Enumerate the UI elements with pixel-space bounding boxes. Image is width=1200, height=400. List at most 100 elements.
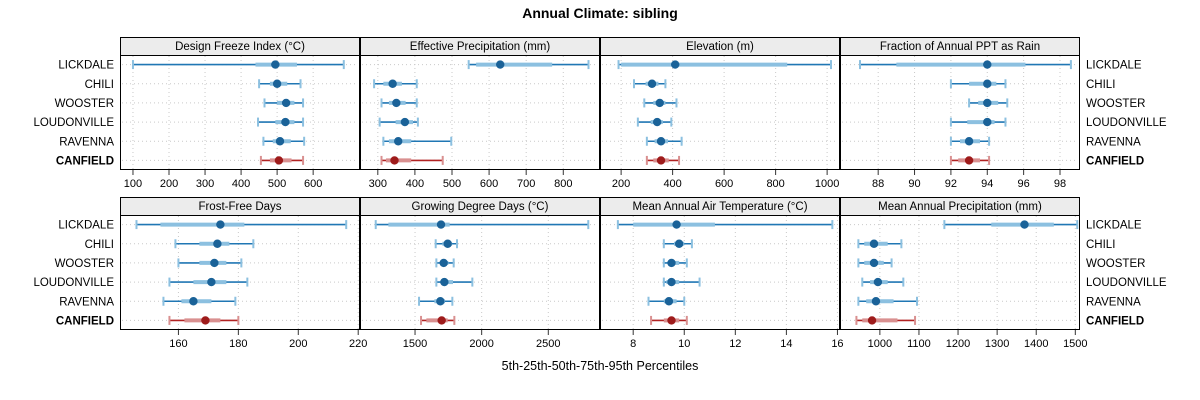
axis-tick-label: 700 [517, 178, 535, 190]
site-label-right-canfield: CANFIELD [1086, 315, 1144, 327]
median-dot [496, 60, 505, 69]
panel-box [600, 215, 840, 330]
axis-tick-label: 500 [443, 178, 461, 190]
site-label-left-wooster: WOOSTER [55, 98, 114, 110]
median-dot [210, 258, 219, 268]
strip-title: Mean Annual Precipitation (mm) [878, 201, 1042, 213]
median-dot [869, 258, 879, 268]
median-dot [436, 220, 446, 229]
median-dot [437, 316, 446, 325]
site-label-left-loudonville: LOUDONVILLE [33, 117, 114, 129]
panel-box [120, 55, 360, 170]
axis-tick-label: 200 [612, 178, 630, 190]
interval-lickdale [859, 60, 1072, 70]
site-label-right-loudonville: LOUDONVILLE [1086, 277, 1167, 289]
strip-title: Mean Annual Air Temperature (°C) [632, 201, 807, 213]
site-label-right-lickdale: LICKDALE [1086, 220, 1142, 232]
interval-lickdale [616, 220, 834, 230]
interval-canfield [650, 315, 688, 325]
panel-fraction-of-annual-ppt-as-rain: Fraction of Annual PPT as Rain 88 90 92 94 96… [840, 37, 1080, 190]
median-dot [275, 137, 285, 146]
site-label-right-chili: CHILI [1086, 239, 1115, 251]
interval-loudonville [168, 277, 249, 287]
interval-lickdale [374, 220, 590, 230]
median-dot [207, 277, 216, 287]
interval-lickdale [943, 220, 1079, 230]
axis-tick-label: 400 [663, 178, 681, 190]
interval-canfield [259, 155, 305, 165]
interval-wooster [380, 98, 418, 108]
interval-ravenna [645, 136, 683, 146]
axis-tick-label: 800 [554, 178, 572, 190]
median-dot [392, 98, 401, 108]
axis-tick-label: 1500 [1063, 338, 1087, 350]
axis-tick-label: 200 [289, 338, 307, 350]
interval-wooster [263, 98, 305, 108]
interval-lickdale [617, 60, 832, 70]
site-label-left-wooster: WOOSTER [55, 258, 114, 270]
panel-box [840, 55, 1080, 170]
interval-wooster [643, 98, 678, 108]
median-dot [271, 60, 280, 69]
median-dot [867, 316, 877, 325]
median-dot [647, 79, 657, 88]
median-dot [674, 239, 684, 248]
axis-tick-label: 12 [729, 338, 741, 350]
interval-canfield [645, 155, 681, 165]
interval-ravenna [857, 296, 919, 306]
axis-tick-label: 400 [406, 178, 424, 190]
interval-chili [434, 239, 459, 249]
axis-tick-label: 1200 [946, 338, 970, 350]
interval-wooster [857, 258, 893, 268]
site-label-left-chili: CHILI [85, 239, 114, 251]
axis-tick-label: 600 [715, 178, 733, 190]
median-dot [656, 156, 666, 165]
median-dot [443, 239, 452, 248]
interval-lickdale [131, 60, 345, 70]
median-dot [440, 277, 449, 287]
axis-tick-label: 1400 [1024, 338, 1048, 350]
median-dot [983, 79, 992, 88]
interval-canfield [168, 315, 240, 325]
interval-chili [857, 239, 903, 249]
site-label-left-canfield: CANFIELD [56, 315, 114, 327]
panel-mean-annual-air-temperature-c: Mean Annual Air Temperature (°C) 8 10 12 14 1… [600, 197, 844, 350]
site-label-left-lickdale: LICKDALE [58, 220, 114, 232]
chart-caption: 5th-25th-50th-75th-95th Percentiles [501, 359, 699, 373]
interval-loudonville [435, 277, 474, 287]
median-dot [983, 98, 992, 108]
panel-elevation-m: Elevation (m) 200 400 600 800 1000 [600, 37, 840, 190]
median-dot [400, 117, 410, 127]
axis-tick-label: 180 [229, 338, 247, 350]
interval-ravenna [382, 136, 453, 146]
interval-chili [373, 79, 418, 89]
site-label-right-wooster: WOOSTER [1086, 98, 1145, 110]
axis-tick-label: 1500 [403, 338, 427, 350]
axis-tick-label: 600 [304, 178, 322, 190]
site-label-right-ravenna: RAVENNA [1086, 296, 1141, 308]
axis-tick-label: 1000 [815, 178, 839, 190]
axis-tick-label: 1000 [868, 338, 892, 350]
interval-ravenna [949, 136, 991, 146]
axis-tick-label: 100 [124, 178, 142, 190]
axis-tick-label: 1100 [907, 338, 931, 350]
median-dot [655, 98, 664, 108]
axis-tick-label: 300 [369, 178, 387, 190]
axis-tick-label: 220 [349, 338, 367, 350]
median-dot [964, 137, 974, 146]
median-dot [667, 316, 676, 325]
site-label-left-loudonville: LOUDONVILLE [33, 277, 114, 289]
interval-wooster [177, 258, 243, 268]
site-label-right-lickdale: LICKDALE [1086, 60, 1142, 72]
panel-mean-annual-precipitation-mm: Mean Annual Precipitation (mm) 1000 1100 12… [840, 197, 1088, 350]
median-dot [672, 220, 681, 229]
axis-tick-label: 14 [780, 338, 792, 350]
site-label-left-ravenna: RAVENNA [59, 136, 114, 148]
median-dot [281, 117, 290, 127]
axis-tick-label: 16 [831, 338, 843, 350]
panel-frost-free-days: Frost-Free Days 160 180 200 220 [120, 197, 367, 350]
axis-tick-label: 1300 [985, 338, 1009, 350]
panel-box [840, 215, 1080, 330]
